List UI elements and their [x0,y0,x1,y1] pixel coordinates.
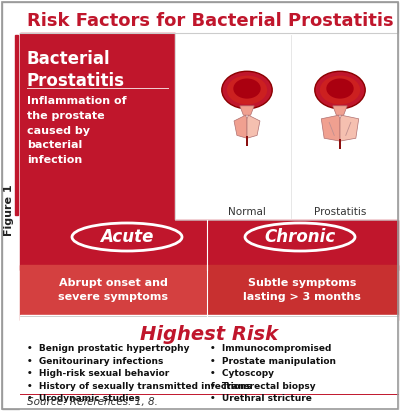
Bar [20,265,207,320]
Text: Inflammation of
the prostate
caused by
bacterial
infection: Inflammation of the prostate caused by b… [27,96,127,165]
Text: •  Benign prostatic hypertrophy: • Benign prostatic hypertrophy [27,344,190,353]
Ellipse shape [233,79,261,99]
Ellipse shape [72,223,182,251]
Text: Chronic: Chronic [264,228,336,246]
Text: Highest Risk: Highest Risk [140,325,278,344]
Text: Abrupt onset and
severe symptoms: Abrupt onset and severe symptoms [58,278,168,302]
Text: Source: References: 1, 8.: Source: References: 1, 8. [27,397,158,407]
Text: Normal: Normal [228,207,266,217]
Polygon shape [234,115,247,138]
Text: Prostatitis: Prostatitis [314,207,366,217]
Text: •  Transrectal biopsy: • Transrectal biopsy [210,381,316,390]
Bar [20,220,398,270]
Bar [20,393,398,411]
Polygon shape [240,106,254,115]
Ellipse shape [245,223,355,251]
Polygon shape [321,115,340,141]
Bar [15,35,18,215]
Text: •  History of sexually transmitted infections: • History of sexually transmitted infect… [27,381,252,390]
Bar [20,33,175,220]
Text: •  Immunocompromised: • Immunocompromised [210,344,331,353]
Ellipse shape [320,76,360,104]
Text: Bacterial
Prostatitis: Bacterial Prostatitis [27,50,125,90]
Bar [207,265,398,320]
Text: Acute: Acute [100,228,154,246]
Ellipse shape [222,71,272,109]
Bar [175,33,398,220]
Text: Risk Factors for Bacterial Prostatitis: Risk Factors for Bacterial Prostatitis [27,12,393,30]
Ellipse shape [315,71,365,109]
Bar [175,33,398,220]
Text: Subtle symptoms
lasting > 3 months: Subtle symptoms lasting > 3 months [243,278,361,302]
Text: •  Urethral stricture: • Urethral stricture [210,394,312,403]
Polygon shape [333,106,347,115]
Ellipse shape [326,79,354,99]
Text: Figure 1: Figure 1 [4,184,14,236]
Text: •  Urodynamic studies: • Urodynamic studies [27,394,140,403]
Polygon shape [340,115,359,141]
Text: •  Prostate manipulation: • Prostate manipulation [210,356,336,365]
Bar [20,315,398,395]
Text: •  Genitourinary infections: • Genitourinary infections [27,356,163,365]
Polygon shape [247,115,260,138]
Text: •  High-risk sexual behavior: • High-risk sexual behavior [27,369,169,378]
Ellipse shape [227,76,267,104]
Text: •  Cytoscopy: • Cytoscopy [210,369,274,378]
